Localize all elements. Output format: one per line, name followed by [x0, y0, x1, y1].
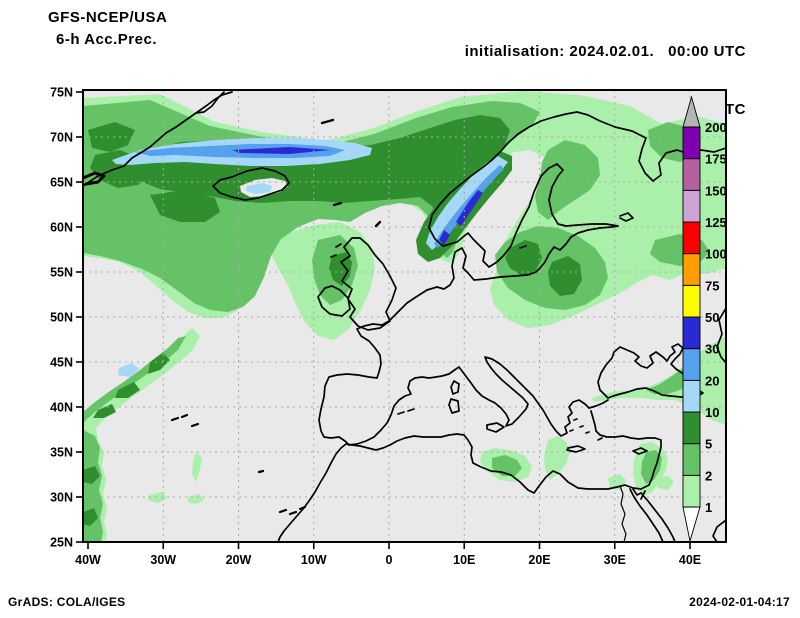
colorbar-tick-label: 100 — [705, 247, 727, 262]
lat-tick-label: 60N — [50, 221, 73, 235]
colorbar-tick-label: 10 — [705, 405, 719, 420]
lat-tick-label: 45N — [50, 356, 73, 370]
colorbar-tick-label: 200 — [705, 120, 727, 135]
colorbar-segment — [682, 284, 701, 318]
lat-tick-label: 70N — [50, 131, 73, 145]
lat-tick-label: 30N — [50, 491, 73, 505]
precip-region-level-1 — [192, 452, 202, 482]
precip-region-level-2 — [492, 455, 522, 476]
colorbar-segment — [682, 221, 701, 255]
colorbar-segment — [682, 348, 701, 381]
lon-tick-label: 30E — [604, 553, 626, 567]
colorbar-segment — [682, 474, 701, 508]
colorbar-tick-label: 2 — [705, 468, 712, 483]
precip-region-level-1 — [544, 436, 570, 480]
lat-tick-label: 75N — [50, 86, 73, 100]
init-time-label: initialisation: 2024.02.01. 00:00 UTC — [464, 43, 746, 60]
lon-tick-label: 20E — [528, 553, 550, 567]
colorbar-segment — [682, 158, 701, 191]
colorbar-tick-label: 5 — [705, 437, 712, 452]
grads-credit: GrADS: COLA/IGES — [8, 595, 126, 609]
colorbar-tick-label: 30 — [705, 342, 719, 357]
precip-region-level-5 — [93, 404, 116, 418]
lon-tick-label: 20W — [226, 553, 252, 567]
field-title: 6-h Acc.Prec. — [56, 31, 157, 48]
colorbar-tick-label: 125 — [705, 215, 727, 230]
colorbar-segment — [682, 411, 701, 445]
axes: 40W 30W 20W 10W 0 10E 20E 30E 40E 25N 30N 35N 40N 45N… — [50, 86, 701, 568]
precip-region-level-5 — [548, 256, 582, 296]
coastlines — [83, 91, 726, 542]
precip-region-level-5 — [150, 190, 220, 222]
precip-region-level-5 — [115, 382, 140, 398]
lon-tick-label: 40E — [679, 553, 701, 567]
precip-region-level-5 — [83, 466, 100, 484]
lat-tick-label: 35N — [50, 446, 73, 460]
colorbar-under-arrow — [682, 506, 701, 542]
precip-region-level-5 — [505, 240, 542, 276]
colorbar-tick-label: 20 — [705, 373, 719, 388]
lat-tick-label: 55N — [50, 266, 73, 280]
precip-region-level-10 — [118, 363, 139, 377]
colorbar-tick-label: 150 — [705, 183, 727, 198]
colorbar-tick-label: 75 — [705, 278, 719, 293]
precip-region-level-5 — [88, 122, 135, 152]
lat-tick-label: 25N — [50, 536, 73, 550]
precip-region-level-2 — [535, 140, 600, 220]
lat-tick-label: 65N — [50, 176, 73, 190]
precip-region-level-30 — [439, 230, 450, 245]
colorbar-segment — [682, 443, 701, 476]
precip-region-level-5 — [83, 508, 98, 526]
map-frame — [82, 89, 727, 543]
precip-region-level-2 — [641, 450, 662, 484]
colorbar-tick-label: 175 — [705, 152, 727, 167]
colorbar-tick-label: 1 — [705, 500, 712, 515]
lon-tick-label: 40W — [75, 553, 101, 567]
colorbar-segment — [682, 189, 701, 223]
lon-tick-label: 30W — [150, 553, 176, 567]
precip-region-level-10 — [246, 183, 272, 194]
lon-tick-label: 0 — [386, 553, 393, 567]
lon-tick-label: 10E — [453, 553, 475, 567]
precip-region-level-5 — [329, 252, 352, 286]
colorbar-segment — [682, 126, 701, 160]
precip-region-level-1 — [148, 492, 167, 503]
latlon-grid — [83, 90, 726, 542]
lat-tick-label: 50N — [50, 311, 73, 325]
colorbar-segment — [682, 253, 701, 286]
precip-region-level-1 — [656, 476, 674, 490]
precip-region-level-2 — [646, 368, 694, 394]
creation-timestamp: 2024-02-01-04:17 — [689, 595, 790, 609]
colorbar-segment — [682, 379, 701, 413]
colorbar-segment — [682, 316, 701, 350]
precip-region-level-30 — [232, 147, 330, 154]
model-title: GFS-NCEP/USA — [48, 9, 168, 26]
precip-region-level-30 — [456, 190, 483, 226]
lat-tick-label: 40N — [50, 401, 73, 415]
colorbar-tick-label: 50 — [705, 310, 719, 325]
lon-tick-label: 10W — [301, 553, 327, 567]
precip-region-level-5 — [148, 353, 170, 374]
colorbar-over-arrow — [682, 95, 701, 128]
